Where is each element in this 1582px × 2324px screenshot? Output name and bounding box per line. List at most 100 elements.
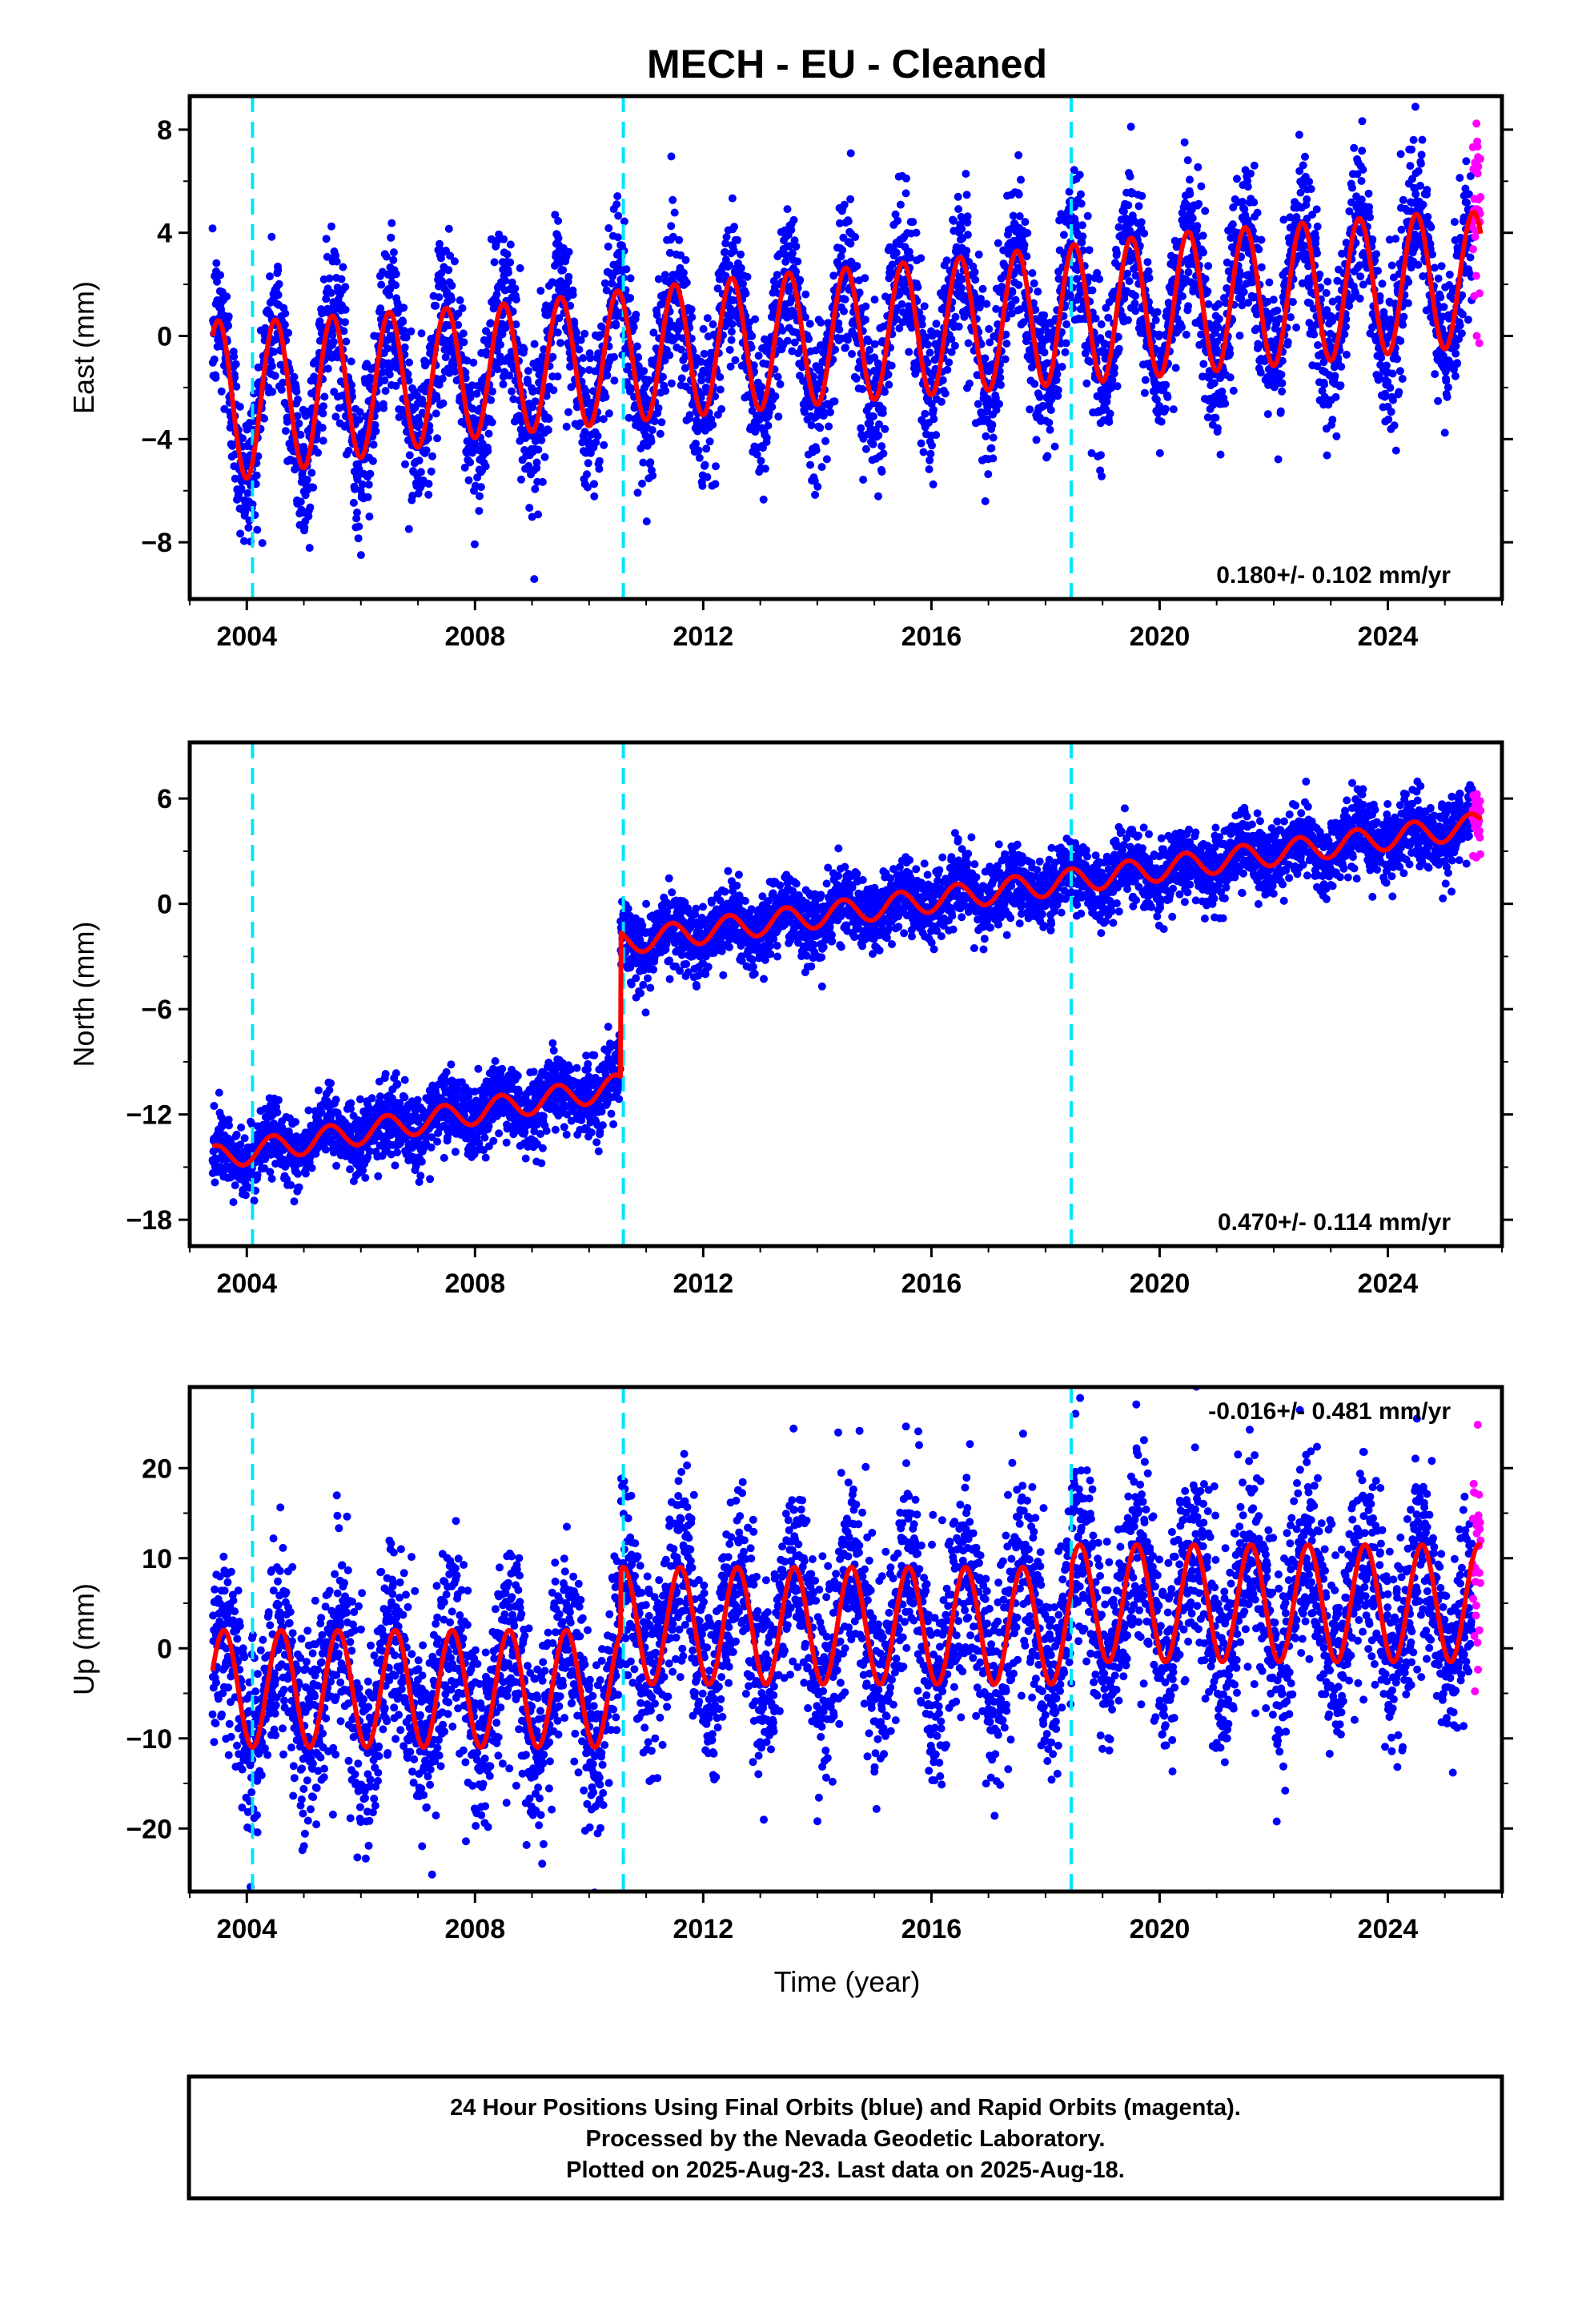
data-point bbox=[1097, 451, 1105, 460]
data-point bbox=[874, 431, 883, 440]
data-point bbox=[1137, 218, 1146, 227]
data-point bbox=[372, 404, 381, 413]
data-point bbox=[928, 441, 936, 450]
data-point bbox=[435, 293, 444, 302]
data-point bbox=[231, 360, 240, 368]
data-point bbox=[716, 372, 725, 381]
data-point bbox=[1437, 262, 1446, 271]
data-point bbox=[1399, 312, 1408, 321]
data-point bbox=[1162, 380, 1170, 389]
data-point bbox=[1186, 190, 1195, 199]
data-point bbox=[717, 404, 726, 413]
data-point bbox=[1077, 199, 1086, 208]
data-point bbox=[657, 418, 666, 427]
data-point bbox=[1040, 311, 1049, 320]
data-point bbox=[954, 192, 962, 201]
data-point bbox=[1404, 278, 1413, 287]
data-point bbox=[739, 279, 747, 288]
data-point bbox=[578, 366, 586, 375]
data-point bbox=[981, 497, 990, 505]
data-point bbox=[1364, 189, 1373, 198]
data-point bbox=[1358, 117, 1367, 126]
data-point bbox=[1226, 373, 1235, 382]
data-point bbox=[369, 440, 378, 449]
data-point bbox=[838, 246, 847, 255]
data-point bbox=[962, 170, 970, 178]
data-point bbox=[1431, 370, 1439, 379]
data-point bbox=[424, 480, 433, 489]
data-point bbox=[812, 446, 821, 455]
data-point bbox=[725, 345, 734, 354]
data-point bbox=[235, 402, 244, 411]
data-point bbox=[1113, 382, 1122, 391]
data-point bbox=[858, 384, 867, 393]
data-point bbox=[1390, 421, 1399, 430]
data-point bbox=[1403, 299, 1412, 308]
data-point bbox=[1359, 165, 1367, 174]
data-point bbox=[387, 233, 396, 242]
data-point bbox=[405, 358, 414, 367]
data-point bbox=[459, 329, 468, 338]
data-point bbox=[446, 251, 455, 260]
data-point bbox=[1295, 131, 1303, 139]
data-point bbox=[353, 472, 362, 481]
data-point bbox=[1138, 191, 1146, 200]
data-point bbox=[1134, 202, 1143, 211]
data-point bbox=[1301, 152, 1309, 161]
data-point bbox=[1473, 169, 1482, 178]
data-point bbox=[391, 381, 400, 390]
data-point bbox=[213, 277, 221, 286]
data-point bbox=[217, 387, 226, 396]
data-point bbox=[487, 235, 496, 243]
data-point bbox=[1195, 199, 1203, 208]
data-point bbox=[964, 339, 973, 348]
data-point bbox=[783, 205, 792, 214]
data-point bbox=[1144, 267, 1153, 275]
data-point bbox=[774, 412, 783, 421]
data-point bbox=[811, 490, 820, 499]
data-point bbox=[892, 248, 901, 257]
data-point bbox=[470, 540, 479, 549]
data-point bbox=[1313, 249, 1321, 258]
data-point bbox=[994, 239, 1002, 247]
data-point bbox=[1450, 218, 1459, 227]
data-point bbox=[531, 485, 540, 493]
data-point bbox=[1457, 329, 1466, 338]
data-point bbox=[1199, 248, 1207, 257]
data-point bbox=[963, 212, 972, 221]
data-point bbox=[332, 257, 341, 266]
data-point bbox=[1201, 275, 1210, 283]
data-point bbox=[404, 376, 413, 385]
data-point bbox=[1161, 404, 1170, 413]
data-point bbox=[675, 235, 684, 244]
data-point bbox=[456, 296, 464, 304]
data-point bbox=[821, 436, 829, 445]
data-point bbox=[728, 320, 737, 328]
data-point bbox=[301, 625, 309, 633]
data-point bbox=[1474, 163, 1483, 171]
data-point bbox=[622, 265, 631, 274]
data-point bbox=[909, 218, 917, 227]
data-point bbox=[730, 223, 739, 231]
data-point bbox=[1126, 123, 1135, 131]
data-point bbox=[1126, 172, 1134, 181]
data-point bbox=[366, 469, 375, 478]
data-point bbox=[851, 233, 860, 241]
data-point bbox=[1204, 300, 1213, 308]
data-point bbox=[988, 420, 997, 429]
data-point bbox=[1201, 207, 1210, 215]
data-point bbox=[454, 320, 463, 329]
data-point bbox=[1314, 341, 1322, 349]
data-point bbox=[1395, 388, 1403, 396]
data-point bbox=[318, 424, 327, 432]
data-point bbox=[768, 403, 777, 412]
data-point bbox=[281, 309, 290, 318]
data-point bbox=[376, 304, 385, 313]
data-point bbox=[661, 387, 670, 396]
data-point bbox=[488, 387, 496, 396]
data-point bbox=[822, 455, 831, 464]
data-point bbox=[1278, 387, 1287, 396]
data-point bbox=[294, 395, 302, 404]
data-point bbox=[1043, 452, 1052, 460]
data-point bbox=[650, 417, 659, 425]
